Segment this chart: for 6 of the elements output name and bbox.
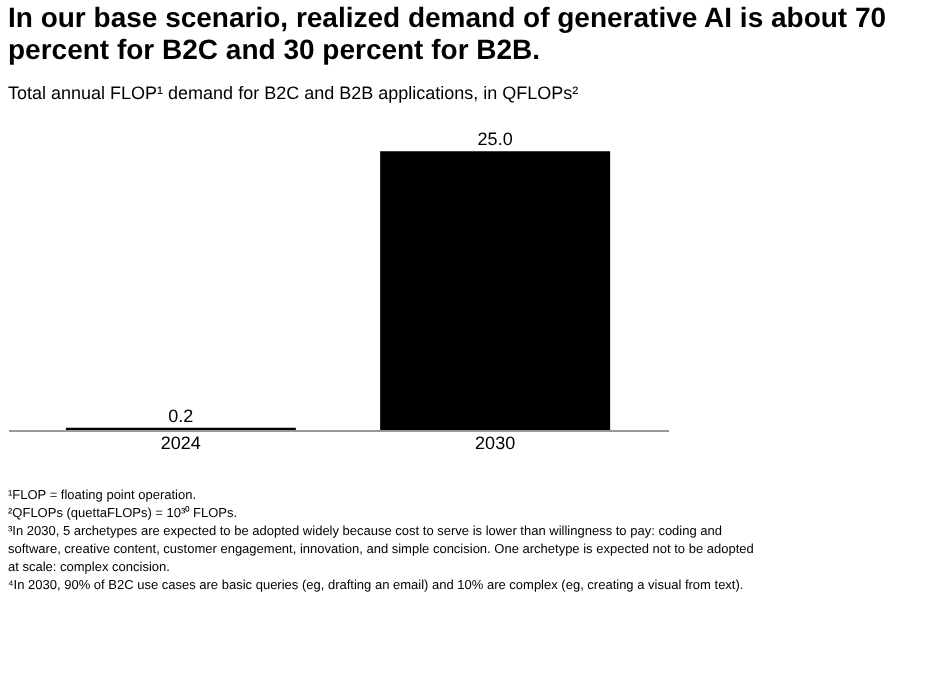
data-label: 25.0: [477, 129, 513, 150]
x-tick-label: 2024: [160, 433, 201, 453]
x-tick-label: 2030: [475, 433, 516, 453]
chart-title: In our base scenario, realized demand of generative AI is about 70 percent for B2C and 30 percent for B2B.: [8, 1, 887, 66]
data-label: 0.2: [168, 405, 194, 426]
chart-subtitle: Total annual FLOP¹ demand for B2C and B2B applications, in QFLOPs²: [8, 83, 579, 104]
